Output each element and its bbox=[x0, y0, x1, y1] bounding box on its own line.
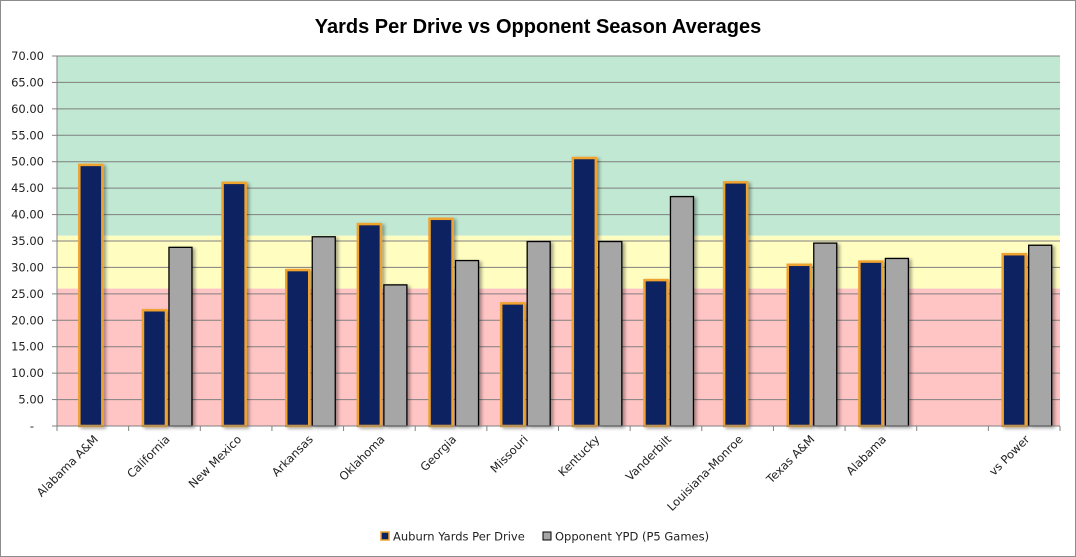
x-tick-label: Kentucky bbox=[555, 432, 602, 479]
band-yellow bbox=[57, 235, 1060, 289]
legend-label-opponent: Opponent YPD (P5 Games) bbox=[555, 530, 709, 544]
bar-opponent-vanderbilt bbox=[669, 195, 695, 427]
y-tick-label: 55.00 bbox=[11, 128, 44, 142]
bar-auburn-new-mexico bbox=[221, 181, 247, 428]
bar-auburn-alabama bbox=[858, 260, 884, 428]
x-tick-label: Alabama A&M bbox=[34, 432, 101, 499]
bars bbox=[78, 156, 1053, 428]
bar-auburn-vanderbilt bbox=[643, 278, 669, 428]
band-green bbox=[57, 56, 1060, 236]
bar-auburn-arkansas bbox=[285, 268, 311, 428]
bar-opponent-alabama bbox=[884, 257, 910, 427]
y-tick-label: 30.00 bbox=[11, 260, 44, 274]
x-tick-label: Missouri bbox=[487, 432, 530, 475]
y-tick-label: 50.00 bbox=[11, 155, 44, 169]
x-tick-label: Vanderbilt bbox=[623, 432, 675, 484]
chart-title: Yards Per Drive vs Opponent Season Avera… bbox=[315, 16, 761, 38]
legend-label-auburn: Auburn Yards Per Drive bbox=[393, 530, 525, 544]
y-tick-label: - bbox=[30, 419, 34, 433]
x-tick-label: Texas A&M bbox=[763, 432, 818, 487]
bar-opponent-arkansas bbox=[311, 236, 336, 427]
y-tick-label: 5.00 bbox=[18, 393, 44, 407]
x-tick-label: Georgia bbox=[417, 432, 459, 474]
x-axis: Alabama A&M California New Mexico Arkansas O… bbox=[34, 425, 1061, 514]
x-tick-label: Arkansas bbox=[269, 432, 316, 479]
legend-swatch-auburn bbox=[380, 531, 390, 541]
legend: Auburn Yards Per Drive Opponent YPD (P5 … bbox=[380, 530, 709, 544]
bar-opponent-georgia bbox=[454, 259, 480, 427]
bar-auburn-kentucky bbox=[571, 156, 598, 428]
y-tick-label: 70.00 bbox=[11, 49, 44, 63]
bar-auburn-texas-a-m bbox=[786, 263, 812, 428]
bar-opponent-kentucky bbox=[598, 240, 623, 427]
x-tick-label: Louisiana-Monroe bbox=[664, 432, 746, 514]
bar-opponent-texas-a-m bbox=[813, 242, 838, 427]
y-tick-label: 65.00 bbox=[11, 75, 44, 89]
x-tick-label: vs Power bbox=[986, 432, 1032, 478]
y-tick-label: 60.00 bbox=[11, 102, 44, 116]
bar-opponent-vs-power bbox=[1028, 244, 1053, 427]
bar-opponent-missouri bbox=[526, 240, 551, 427]
bar-auburn-california bbox=[141, 308, 168, 428]
bar-auburn-missouri bbox=[499, 302, 526, 428]
bar-auburn-louisiana-monroe bbox=[722, 181, 749, 428]
bar-auburn-alabama-a-m bbox=[78, 163, 104, 428]
y-tick-label: 40.00 bbox=[11, 208, 44, 222]
y-tick-label: 25.00 bbox=[11, 287, 44, 301]
bar-opponent-oklahoma bbox=[383, 284, 408, 427]
bar-auburn-georgia bbox=[428, 217, 454, 428]
y-tick-label: 45.00 bbox=[11, 181, 44, 195]
x-tick-label: Oklahoma bbox=[336, 432, 387, 483]
x-tick-label: New Mexico bbox=[186, 432, 245, 491]
legend-swatch-opponent bbox=[542, 531, 552, 541]
x-tick-label: California bbox=[124, 432, 173, 481]
y-tick-label: 15.00 bbox=[11, 340, 44, 354]
band-red bbox=[57, 288, 1060, 426]
y-axis-ticks: - 5.00 10.00 15.00 20.00 25.00 30.00 35.00 40.00… bbox=[11, 49, 58, 433]
x-tick-label: Alabama bbox=[843, 432, 889, 478]
bar-auburn-vs-power bbox=[1001, 252, 1027, 428]
bar-auburn-oklahoma bbox=[356, 222, 383, 428]
bar-opponent-california bbox=[168, 246, 193, 427]
y-tick-label: 10.00 bbox=[11, 366, 44, 380]
y-tick-label: 35.00 bbox=[11, 234, 44, 248]
y-tick-label: 20.00 bbox=[11, 313, 44, 327]
